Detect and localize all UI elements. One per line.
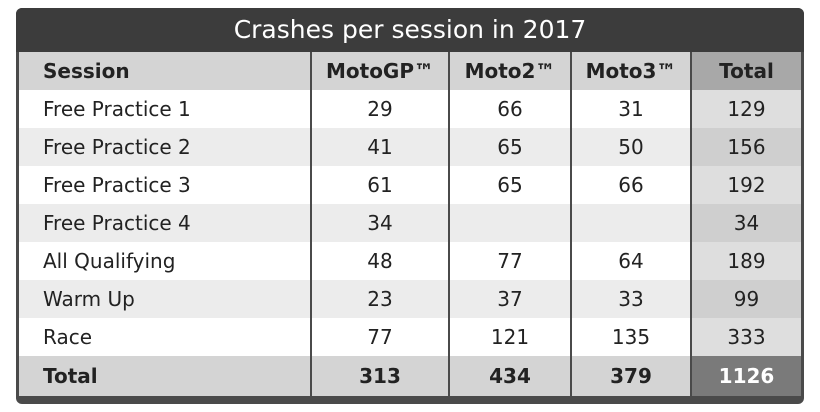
cell-motogp: 29 [310,90,449,128]
grand-total: 1126 [690,356,801,396]
column-header-motogp: MotoGP™ [310,52,449,90]
cell-session: Free Practice 3 [19,166,311,204]
cell-motogp: 77 [310,318,449,356]
table-row: Free Practice 2 41 65 50 156 [19,128,801,166]
cell-moto2: 37 [448,280,571,318]
cell-total: 99 [690,280,801,318]
column-header-total: Total [690,52,801,90]
cell-session: Free Practice 1 [19,90,311,128]
totals-row: Total 313 434 379 1126 [19,356,801,396]
cell-moto3: 33 [570,280,691,318]
total-moto3: 379 [570,356,691,396]
cell-motogp: 48 [310,242,449,280]
table-title: Crashes per session in 2017 [16,8,804,52]
total-moto2: 434 [448,356,571,396]
table-row: Free Practice 3 61 65 66 192 [19,166,801,204]
cell-session: Warm Up [19,280,311,318]
cell-session: All Qualifying [19,242,311,280]
cell-moto2: 121 [448,318,571,356]
cell-moto3 [570,204,691,242]
column-header-moto3: Moto3™ [570,52,691,90]
table-row: Free Practice 4 34 34 [19,204,801,242]
cell-moto3: 135 [570,318,691,356]
cell-moto2: 65 [448,166,571,204]
cell-moto3: 66 [570,166,691,204]
cell-total: 156 [690,128,801,166]
table-frame: Crashes per session in 2017 Session Moto… [16,8,804,404]
cell-moto2 [448,204,571,242]
cell-total: 333 [690,318,801,356]
cell-total: 192 [690,166,801,204]
cell-motogp: 34 [310,204,449,242]
table-row: Race 77 121 135 333 [19,318,801,356]
table-row: All Qualifying 48 77 64 189 [19,242,801,280]
cell-session: Free Practice 4 [19,204,311,242]
cell-total: 189 [690,242,801,280]
cell-session: Race [19,318,311,356]
cell-total: 34 [690,204,801,242]
total-motogp: 313 [310,356,449,396]
totals-label: Total [19,356,311,396]
cell-moto2: 66 [448,90,571,128]
cell-total: 129 [690,90,801,128]
cell-moto3: 31 [570,90,691,128]
cell-motogp: 23 [310,280,449,318]
cell-motogp: 41 [310,128,449,166]
crashes-table: Session MotoGP™ Moto2™ Moto3™ Total Free… [19,52,801,396]
column-header-moto2: Moto2™ [448,52,571,90]
cell-session: Free Practice 2 [19,128,311,166]
cell-moto3: 50 [570,128,691,166]
column-header-session: Session [19,52,311,90]
table-row: Free Practice 1 29 66 31 129 [19,90,801,128]
cell-moto2: 77 [448,242,571,280]
cell-motogp: 61 [310,166,449,204]
cell-moto2: 65 [448,128,571,166]
header-row: Session MotoGP™ Moto2™ Moto3™ Total [19,52,801,90]
cell-moto3: 64 [570,242,691,280]
table-row: Warm Up 23 37 33 99 [19,280,801,318]
